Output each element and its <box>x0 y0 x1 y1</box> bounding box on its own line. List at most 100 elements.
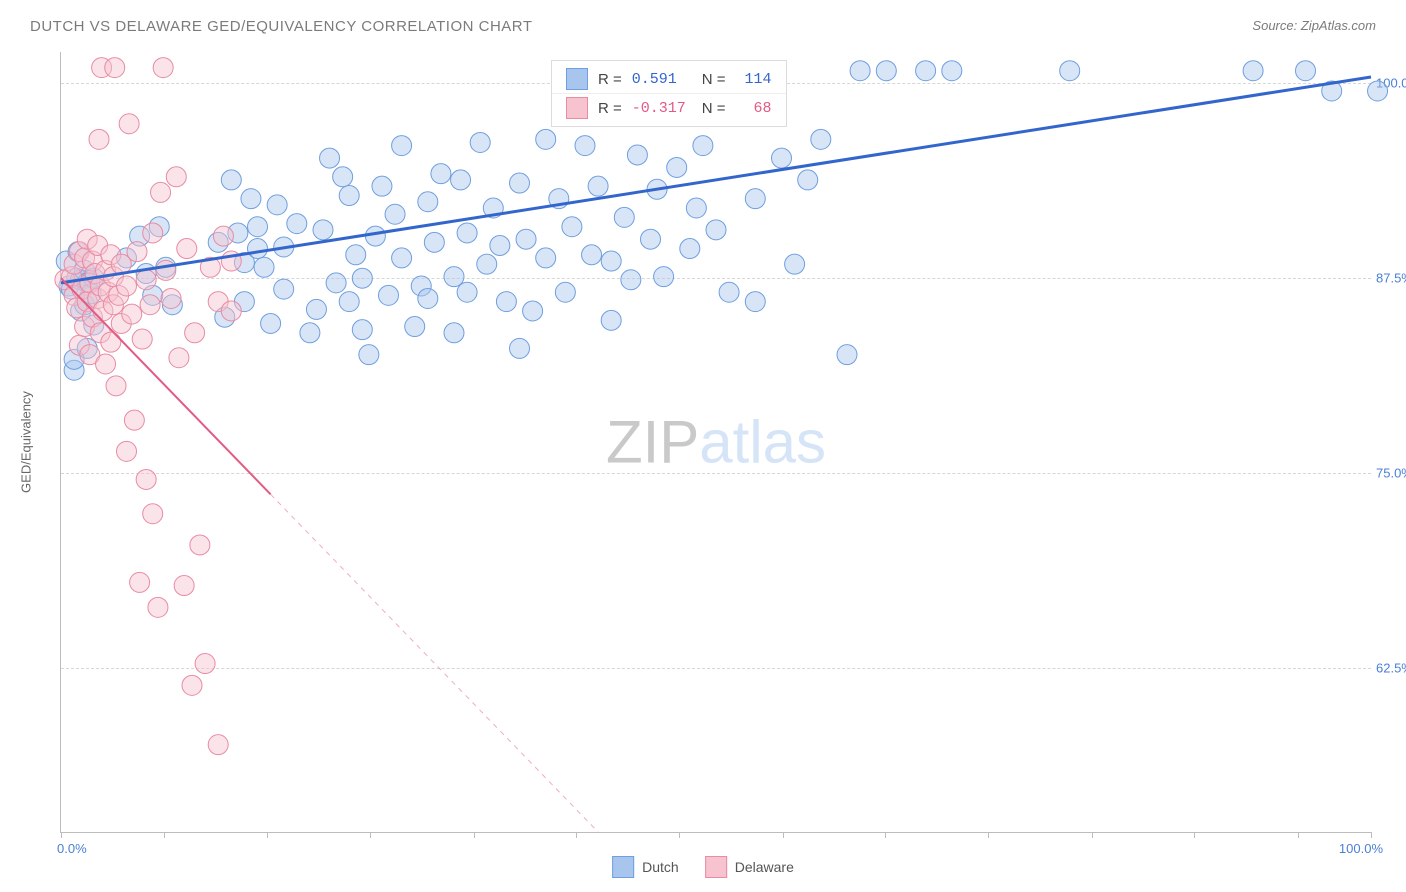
data-point <box>614 207 634 227</box>
x-tick <box>370 832 371 838</box>
data-point <box>352 268 372 288</box>
data-point <box>117 441 137 461</box>
data-point <box>1296 61 1316 81</box>
data-point <box>451 170 471 190</box>
data-point <box>1060 61 1080 81</box>
x-tick <box>267 832 268 838</box>
data-point <box>686 198 706 218</box>
data-point <box>136 469 156 489</box>
data-point <box>161 288 181 308</box>
legend-label-delaware: Delaware <box>735 859 794 875</box>
n-value-delaware: 68 <box>736 100 772 117</box>
data-point <box>392 248 412 268</box>
data-point <box>326 273 346 293</box>
data-point <box>248 239 268 259</box>
data-point <box>174 576 194 596</box>
data-point <box>837 345 857 365</box>
data-point <box>470 132 490 152</box>
data-point <box>641 229 661 249</box>
data-point <box>213 226 233 246</box>
data-point <box>418 288 438 308</box>
data-point <box>444 323 464 343</box>
data-point <box>575 136 595 156</box>
x-tick <box>783 832 784 838</box>
source-credit: Source: ZipAtlas.com <box>1252 18 1376 33</box>
bottom-legend: Dutch Delaware <box>612 856 794 878</box>
data-point <box>127 242 147 262</box>
data-point <box>942 61 962 81</box>
data-point <box>680 239 700 259</box>
data-point <box>169 348 189 368</box>
x-tick <box>474 832 475 838</box>
data-point <box>254 257 274 277</box>
data-point <box>132 329 152 349</box>
r-value-dutch: 0.591 <box>632 71 692 88</box>
x-tick <box>1092 832 1093 838</box>
data-point <box>621 270 641 290</box>
data-point <box>124 410 144 430</box>
data-point <box>772 148 792 168</box>
data-point <box>667 157 687 177</box>
data-point <box>654 267 674 287</box>
data-point <box>130 572 150 592</box>
data-point <box>582 245 602 265</box>
data-point <box>140 295 160 315</box>
data-point <box>516 229 536 249</box>
data-point <box>496 292 516 312</box>
data-point <box>261 313 281 333</box>
data-point <box>372 176 392 196</box>
data-point <box>916 61 936 81</box>
data-point <box>457 223 477 243</box>
data-point <box>177 239 197 259</box>
x-tick <box>1298 832 1299 838</box>
x-tick <box>576 832 577 838</box>
data-point <box>208 735 228 755</box>
data-point <box>300 323 320 343</box>
trend-line-dashed <box>271 494 598 832</box>
data-point <box>89 129 109 149</box>
data-point <box>627 145 647 165</box>
data-point <box>745 189 765 209</box>
y-tick-label: 75.0% <box>1376 466 1406 481</box>
x-tick <box>679 832 680 838</box>
data-point <box>119 114 139 134</box>
swatch-dutch-icon <box>612 856 634 878</box>
x-tick <box>885 832 886 838</box>
data-point <box>274 279 294 299</box>
data-point <box>248 217 268 237</box>
y-tick-label: 62.5% <box>1376 661 1406 676</box>
data-point <box>457 282 477 302</box>
data-point <box>719 282 739 302</box>
data-point <box>346 245 366 265</box>
data-point <box>166 167 186 187</box>
chart-title: DUTCH VS DELAWARE GED/EQUIVALENCY CORREL… <box>30 18 533 35</box>
data-point <box>156 260 176 280</box>
data-point <box>798 170 818 190</box>
data-point <box>365 226 385 246</box>
data-point <box>850 61 870 81</box>
data-point <box>359 345 379 365</box>
data-point <box>555 282 575 302</box>
swatch-dutch <box>566 68 588 90</box>
data-point <box>601 310 621 330</box>
data-point <box>221 170 241 190</box>
data-point <box>510 338 530 358</box>
data-point <box>339 292 359 312</box>
x-tick <box>1194 832 1195 838</box>
x-tick <box>1371 832 1372 838</box>
data-point <box>221 301 241 321</box>
data-point <box>320 148 340 168</box>
data-point <box>745 292 765 312</box>
data-point <box>405 317 425 337</box>
svg-layer <box>61 52 1371 832</box>
n-label: N = <box>702 100 726 117</box>
r-label: R = <box>598 71 622 88</box>
data-point <box>444 267 464 287</box>
data-point <box>151 182 171 202</box>
data-point <box>143 223 163 243</box>
data-point <box>190 535 210 555</box>
data-point <box>1368 81 1388 101</box>
data-point <box>601 251 621 271</box>
source-label: Source: <box>1252 18 1297 33</box>
x-tick <box>988 832 989 838</box>
